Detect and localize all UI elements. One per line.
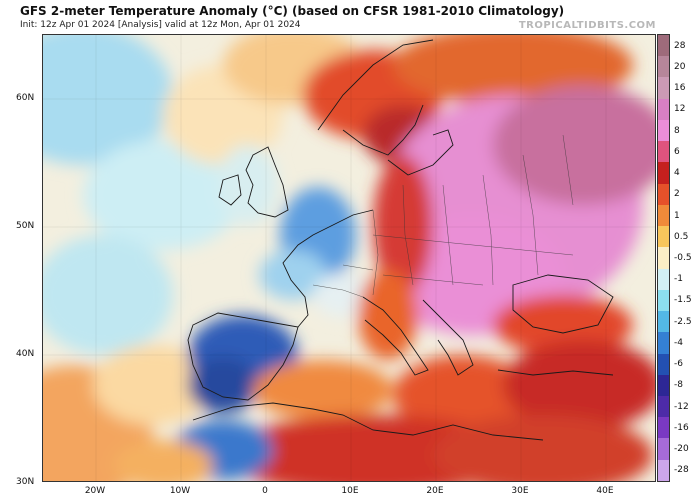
lon-label-20e: 20E bbox=[426, 486, 444, 496]
colorbar-label: -2.5 bbox=[674, 316, 692, 327]
colorbar-label: -1 bbox=[674, 274, 683, 285]
colorbar-label: -28 bbox=[674, 465, 689, 476]
colorbar-segment bbox=[658, 353, 669, 375]
colorbar-segment bbox=[658, 226, 669, 248]
anomaly-map[interactable] bbox=[42, 34, 656, 482]
colorbar-segment bbox=[658, 56, 669, 78]
colorbar-label: 1 bbox=[674, 210, 680, 221]
colorbar-segment bbox=[658, 332, 669, 354]
colorbar bbox=[657, 34, 670, 482]
colorbar-segment bbox=[658, 77, 669, 99]
colorbar-label: 4 bbox=[674, 168, 680, 179]
coastlines bbox=[187, 39, 614, 441]
colorbar-segment bbox=[658, 35, 669, 57]
lon-label-10w: 10W bbox=[169, 486, 191, 496]
colorbar-label: 8 bbox=[674, 125, 680, 136]
graticule bbox=[43, 35, 655, 481]
colorbar-segment bbox=[658, 204, 669, 227]
colorbar-segment bbox=[658, 311, 669, 333]
brand-watermark: TROPICALTIDBITS.COM bbox=[518, 20, 656, 31]
colorbar-label: -20 bbox=[674, 444, 689, 455]
colorbar-label: -1.5 bbox=[674, 295, 692, 306]
anomaly-field bbox=[43, 35, 655, 481]
map-canvas bbox=[43, 35, 655, 481]
colorbar-label: 16 bbox=[674, 83, 686, 94]
lon-label-0: 0 bbox=[262, 486, 268, 496]
colorbar-segment bbox=[658, 162, 669, 184]
colorbar-label: -0.5 bbox=[674, 253, 692, 263]
colorbar-segment bbox=[658, 374, 669, 396]
colorbar-segment bbox=[658, 459, 669, 481]
lon-label-40e: 40E bbox=[596, 486, 614, 496]
init-valid-subtitle: Init: 12z Apr 01 2024 [Analysis] valid a… bbox=[20, 20, 301, 30]
colorbar-segment bbox=[658, 141, 669, 163]
country-borders bbox=[312, 134, 574, 298]
colorbar-segment bbox=[658, 395, 669, 418]
chart-title: GFS 2-meter Temperature Anomaly (°C) (ba… bbox=[20, 4, 565, 18]
colorbar-label: 0.5 bbox=[674, 231, 689, 242]
colorbar-label: 6 bbox=[674, 146, 680, 157]
colorbar-label: 28 bbox=[674, 40, 686, 51]
colorbar-segment bbox=[658, 183, 669, 205]
colorbar-segment bbox=[658, 268, 669, 290]
colorbar-label: -16 bbox=[674, 422, 689, 433]
colorbar-label: -12 bbox=[674, 401, 689, 412]
colorbar-segment bbox=[658, 417, 669, 439]
colorbar-segment bbox=[658, 438, 669, 460]
colorbar-label: 2 bbox=[674, 189, 680, 200]
colorbar-label: -6 bbox=[674, 359, 683, 370]
colorbar-label: 20 bbox=[674, 61, 686, 72]
colorbar-segment bbox=[658, 247, 669, 269]
lat-label-60n: 60N bbox=[16, 93, 35, 103]
colorbar-segment bbox=[658, 98, 669, 120]
colorbar-label: -8 bbox=[674, 380, 683, 391]
lat-label-40n: 40N bbox=[16, 349, 35, 359]
lat-label-30n: 30N bbox=[16, 477, 35, 487]
lat-label-50n: 50N bbox=[16, 221, 35, 231]
colorbar-segment bbox=[658, 119, 669, 142]
lon-label-10e: 10E bbox=[341, 486, 359, 496]
colorbar-label: 12 bbox=[674, 104, 686, 115]
colorbar-label: -4 bbox=[674, 337, 683, 348]
lon-label-20w: 20W bbox=[84, 486, 106, 496]
colorbar-segment bbox=[658, 289, 669, 312]
lon-label-30e: 30E bbox=[511, 486, 529, 496]
